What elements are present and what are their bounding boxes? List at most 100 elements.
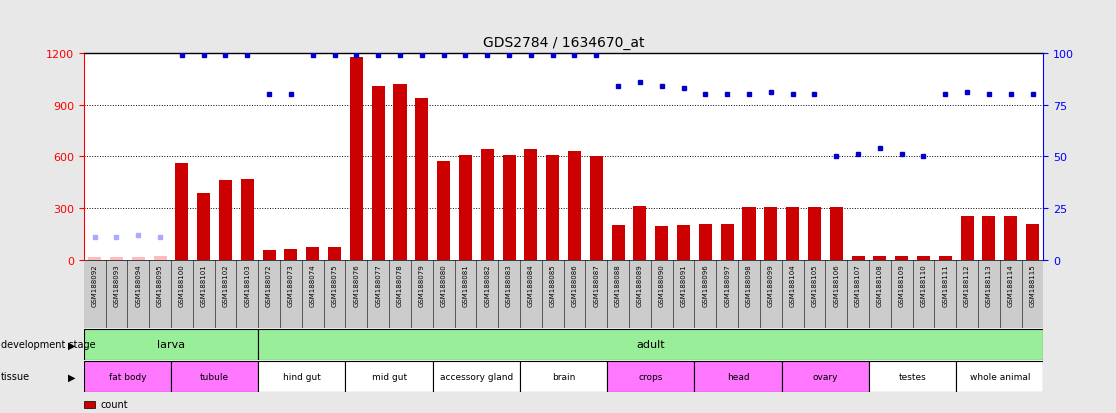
Text: GSM188085: GSM188085 xyxy=(550,263,556,306)
Text: GSM188082: GSM188082 xyxy=(484,263,490,306)
Text: ▶: ▶ xyxy=(68,339,76,350)
Text: GSM188092: GSM188092 xyxy=(92,263,97,306)
Bar xyxy=(634,207,646,260)
Text: GSM188107: GSM188107 xyxy=(855,263,862,306)
Text: GSM188076: GSM188076 xyxy=(354,263,359,306)
Text: GSM188078: GSM188078 xyxy=(397,263,403,306)
Text: GSM188113: GSM188113 xyxy=(985,263,992,306)
Text: crops: crops xyxy=(638,372,663,381)
Text: GSM188111: GSM188111 xyxy=(942,263,949,306)
Text: GSM188102: GSM188102 xyxy=(222,263,229,306)
Bar xyxy=(895,256,908,260)
Bar xyxy=(372,86,385,260)
Bar xyxy=(742,208,756,260)
Bar xyxy=(285,249,298,260)
Bar xyxy=(781,361,869,392)
Bar xyxy=(568,152,581,260)
Bar xyxy=(241,179,253,260)
Text: GSM188093: GSM188093 xyxy=(114,263,119,306)
Text: GSM188080: GSM188080 xyxy=(441,263,446,306)
Bar xyxy=(546,155,559,260)
Bar xyxy=(433,361,520,392)
Bar xyxy=(258,361,346,392)
Text: brain: brain xyxy=(552,372,575,381)
Text: GSM188097: GSM188097 xyxy=(724,263,730,306)
Bar xyxy=(612,226,625,260)
Bar xyxy=(88,257,102,260)
Bar xyxy=(349,58,363,260)
Bar xyxy=(109,257,123,260)
Text: head: head xyxy=(727,372,750,381)
Text: GSM188087: GSM188087 xyxy=(594,263,599,306)
Bar xyxy=(699,225,712,260)
Bar xyxy=(961,216,973,260)
Bar xyxy=(589,157,603,260)
Bar xyxy=(394,85,406,260)
Text: GSM188089: GSM188089 xyxy=(637,263,643,306)
Bar xyxy=(1026,225,1039,260)
Bar xyxy=(262,251,276,260)
Text: GSM188073: GSM188073 xyxy=(288,263,294,306)
Bar xyxy=(132,257,145,260)
Text: GSM188088: GSM188088 xyxy=(615,263,622,306)
Bar xyxy=(694,361,781,392)
Text: GSM188114: GSM188114 xyxy=(1008,263,1013,306)
Bar xyxy=(198,193,210,260)
Text: tubule: tubule xyxy=(200,372,229,381)
Text: whole animal: whole animal xyxy=(970,372,1030,381)
Bar xyxy=(764,208,778,260)
Text: GSM188084: GSM188084 xyxy=(528,263,533,306)
Bar xyxy=(982,216,995,260)
Text: GSM188086: GSM188086 xyxy=(571,263,577,306)
Text: GSM188096: GSM188096 xyxy=(702,263,709,306)
Text: accessory gland: accessory gland xyxy=(440,372,513,381)
Text: GSM188112: GSM188112 xyxy=(964,263,970,306)
Text: GSM188091: GSM188091 xyxy=(681,263,686,306)
Text: GSM188106: GSM188106 xyxy=(834,263,839,306)
Text: hind gut: hind gut xyxy=(282,372,320,381)
Text: GSM188083: GSM188083 xyxy=(506,263,512,306)
Text: GSM188115: GSM188115 xyxy=(1030,263,1036,306)
Bar xyxy=(721,224,733,260)
Text: GSM188079: GSM188079 xyxy=(418,263,425,306)
Text: GSM188098: GSM188098 xyxy=(745,263,752,306)
Bar xyxy=(829,208,843,260)
Text: GSM188081: GSM188081 xyxy=(462,263,469,306)
Bar xyxy=(1004,216,1018,260)
Bar xyxy=(917,256,930,260)
Text: ▶: ▶ xyxy=(68,371,76,382)
Text: ovary: ovary xyxy=(812,372,838,381)
Text: GSM188090: GSM188090 xyxy=(658,263,665,306)
Bar xyxy=(459,155,472,260)
Bar xyxy=(481,150,493,260)
Text: mid gut: mid gut xyxy=(372,372,406,381)
Text: GSM188101: GSM188101 xyxy=(201,263,206,306)
Text: GSM188104: GSM188104 xyxy=(790,263,796,306)
Text: GSM188095: GSM188095 xyxy=(157,263,163,306)
Bar xyxy=(502,155,516,260)
Bar xyxy=(175,164,189,260)
Text: GSM188094: GSM188094 xyxy=(135,263,142,306)
Bar xyxy=(677,226,690,260)
Bar xyxy=(171,361,258,392)
Bar xyxy=(328,247,341,260)
Bar xyxy=(525,150,538,260)
Bar xyxy=(84,361,171,392)
Text: GSM188075: GSM188075 xyxy=(331,263,337,306)
Text: count: count xyxy=(100,399,128,409)
Text: GSM188110: GSM188110 xyxy=(921,263,926,306)
Text: GSM188100: GSM188100 xyxy=(179,263,185,306)
Text: GSM188077: GSM188077 xyxy=(375,263,382,306)
Bar xyxy=(956,361,1043,392)
Text: testes: testes xyxy=(898,372,926,381)
Bar xyxy=(520,361,607,392)
Bar xyxy=(154,257,166,260)
Text: tissue: tissue xyxy=(1,371,30,382)
Bar xyxy=(786,208,799,260)
Text: fat body: fat body xyxy=(108,372,146,381)
Text: GSM188109: GSM188109 xyxy=(898,263,905,306)
Text: GSM188072: GSM188072 xyxy=(266,263,272,306)
Text: GSM188074: GSM188074 xyxy=(310,263,316,306)
Bar xyxy=(655,227,668,260)
Text: larva: larva xyxy=(157,339,185,350)
